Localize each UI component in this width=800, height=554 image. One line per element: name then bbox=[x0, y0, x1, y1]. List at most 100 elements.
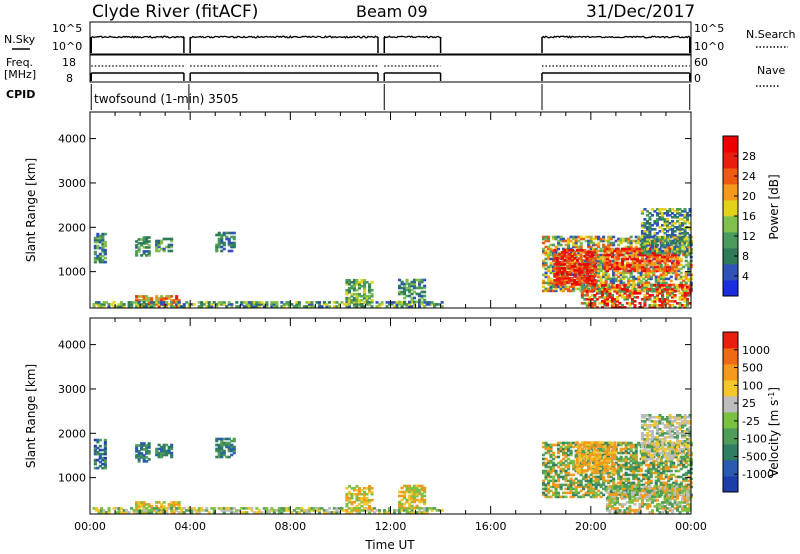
heatmap-cell bbox=[681, 298, 685, 301]
heatmap-cell bbox=[252, 301, 256, 304]
heatmap-cell bbox=[605, 300, 609, 303]
heatmap-cell bbox=[619, 277, 623, 281]
heatmap-cell bbox=[103, 456, 107, 460]
heatmap-cell bbox=[165, 443, 169, 447]
heatmap-cell bbox=[650, 495, 654, 498]
heatmap-cell bbox=[187, 507, 191, 510]
heatmap-cell bbox=[225, 441, 229, 445]
heatmap-cell bbox=[555, 265, 559, 268]
heatmap-cell bbox=[674, 271, 678, 275]
heatmap-cell bbox=[630, 286, 634, 289]
heatmap-cell bbox=[170, 503, 174, 506]
heatmap-cell bbox=[595, 292, 599, 295]
heatmap-cell bbox=[555, 271, 559, 274]
heatmap-cell bbox=[659, 273, 663, 277]
heatmap-cell bbox=[150, 297, 154, 300]
heatmap-cell bbox=[668, 487, 672, 490]
heatmap-cell bbox=[659, 493, 663, 497]
heatmap-cell bbox=[227, 455, 231, 459]
heatmap-cell bbox=[580, 302, 584, 305]
heatmap-cell bbox=[305, 511, 309, 514]
heatmap-cell bbox=[257, 301, 261, 304]
heatmap-cell bbox=[595, 459, 599, 462]
heatmap-cell bbox=[637, 473, 641, 477]
heatmap-cell bbox=[408, 506, 412, 510]
heatmap-cell bbox=[618, 503, 622, 506]
heatmap-cell bbox=[232, 243, 236, 247]
heatmap-cell bbox=[684, 273, 688, 277]
heatmap-cell bbox=[640, 263, 644, 267]
heatmap-cell bbox=[677, 463, 681, 467]
heatmap-cell bbox=[577, 253, 581, 257]
heatmap-cell bbox=[398, 284, 402, 288]
heatmap-cell bbox=[542, 441, 546, 445]
heatmap-cell bbox=[622, 477, 626, 481]
heatmap-cell bbox=[182, 303, 186, 306]
heatmap-cell bbox=[363, 288, 367, 292]
heatmap-cell bbox=[633, 288, 637, 291]
heatmap-cell bbox=[575, 445, 579, 448]
heatmap-cell bbox=[302, 305, 306, 308]
heatmap-cell bbox=[629, 441, 633, 445]
heatmap-cell bbox=[590, 253, 594, 256]
heatmap-cell bbox=[93, 256, 97, 260]
heatmap-cell bbox=[613, 269, 617, 273]
heatmap-cell bbox=[620, 259, 624, 263]
heatmap-cell bbox=[557, 247, 561, 251]
heatmap-cell bbox=[574, 489, 578, 493]
heatmap-cell bbox=[97, 511, 101, 514]
heatmap-cell bbox=[643, 267, 647, 271]
heatmap-cell bbox=[410, 506, 414, 510]
heatmap-cell bbox=[580, 269, 584, 272]
heatmap-cell bbox=[683, 306, 687, 309]
heatmap-cell bbox=[585, 263, 589, 266]
heatmap-cell bbox=[676, 497, 680, 500]
heatmap-cell bbox=[335, 301, 339, 304]
heatmap-cell bbox=[587, 481, 591, 485]
heatmap-cell bbox=[653, 487, 657, 490]
heatmap-cell bbox=[360, 298, 364, 302]
heatmap-cell bbox=[157, 243, 161, 247]
heatmap-cell bbox=[552, 243, 556, 247]
heatmap-cell bbox=[610, 505, 614, 508]
heatmap-cell bbox=[661, 511, 665, 514]
heatmap-cell bbox=[588, 463, 592, 466]
heatmap-cell bbox=[569, 473, 573, 477]
heatmap-cell bbox=[175, 507, 179, 510]
heatmap-cell bbox=[547, 283, 551, 287]
heatmap-cell bbox=[684, 465, 688, 469]
heatmap-cell bbox=[345, 494, 349, 498]
heatmap-cell bbox=[365, 502, 369, 506]
heatmap-cell bbox=[618, 493, 622, 496]
heatmap-cell bbox=[560, 279, 564, 282]
heatmap-cell bbox=[583, 275, 587, 278]
heatmap-cell bbox=[669, 475, 673, 479]
heatmap-cell bbox=[628, 499, 632, 502]
heatmap-cell bbox=[620, 511, 624, 514]
colorbar-swatch bbox=[723, 248, 738, 265]
heatmap-cell bbox=[403, 506, 407, 510]
heatmap-cell bbox=[542, 273, 546, 277]
heatmap-cell bbox=[310, 507, 314, 510]
heatmap-cell bbox=[613, 455, 617, 458]
heatmap-cell bbox=[671, 493, 675, 496]
heatmap-cell bbox=[157, 239, 161, 243]
heatmap-cell bbox=[629, 481, 633, 485]
heatmap-cell bbox=[663, 239, 667, 243]
heatmap-cell bbox=[588, 269, 592, 272]
heatmap-cell bbox=[578, 249, 582, 252]
heatmap-cell bbox=[643, 300, 647, 303]
heatmap-cell bbox=[162, 511, 166, 514]
heatmap-cell bbox=[619, 479, 623, 483]
heatmap-cell bbox=[593, 451, 597, 454]
heatmap-cell bbox=[405, 278, 409, 282]
heatmap-cell bbox=[672, 259, 676, 263]
heatmap-cell bbox=[634, 463, 638, 467]
heatmap-cell bbox=[655, 286, 659, 289]
heatmap-cell bbox=[572, 289, 576, 293]
heatmap-cell bbox=[671, 485, 675, 488]
heatmap-cell bbox=[590, 286, 594, 289]
heatmap-cell bbox=[597, 447, 601, 451]
heatmap-cell bbox=[668, 286, 672, 289]
heatmap-cell bbox=[684, 477, 688, 481]
